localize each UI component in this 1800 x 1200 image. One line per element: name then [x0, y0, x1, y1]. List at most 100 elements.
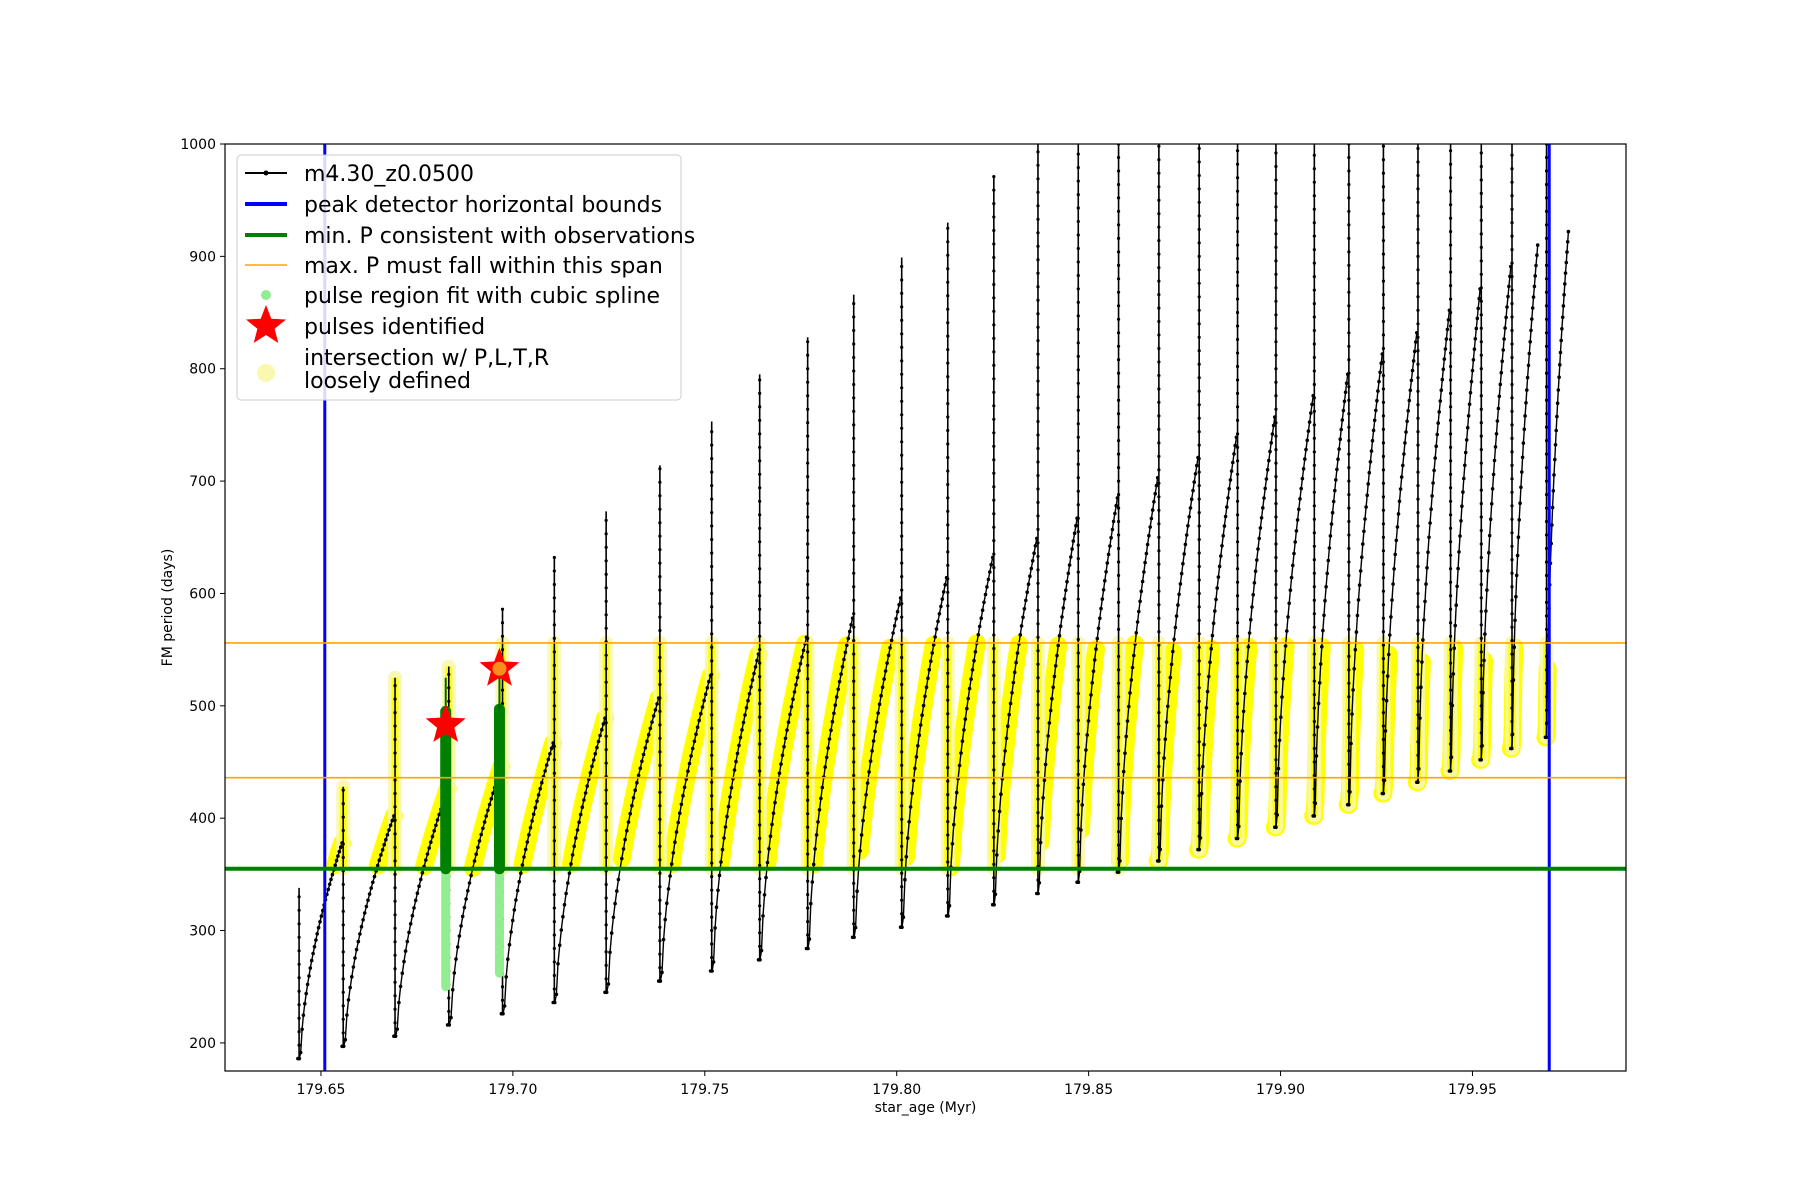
series-point — [303, 1001, 307, 1006]
series-point — [1492, 458, 1497, 463]
series-point — [1381, 589, 1386, 593]
series-point — [1416, 254, 1420, 258]
series-point — [552, 690, 556, 694]
series-point — [892, 624, 897, 628]
series-point — [1442, 357, 1447, 361]
series-point — [1408, 388, 1413, 393]
series-point — [1416, 403, 1420, 407]
series-point — [806, 677, 810, 681]
series-point — [1116, 358, 1121, 362]
series-point — [1354, 630, 1359, 634]
series-point — [783, 736, 788, 741]
series-point — [1318, 662, 1323, 666]
series-point — [1544, 506, 1549, 510]
series-point — [992, 377, 996, 381]
series-point — [1235, 499, 1240, 503]
series-point — [1132, 653, 1136, 658]
series-point — [491, 791, 495, 795]
series-point — [1479, 313, 1483, 317]
series-point — [1274, 771, 1278, 775]
series-point — [1381, 266, 1386, 270]
series-point — [749, 685, 753, 689]
series-point — [601, 722, 606, 726]
series-point — [457, 934, 462, 938]
series-point — [1086, 719, 1091, 723]
series-point — [806, 812, 810, 816]
series-point — [1116, 695, 1121, 699]
series-point — [1479, 286, 1483, 290]
spline-fit-regions — [440, 666, 505, 992]
series-point — [1227, 487, 1231, 491]
series-point — [1249, 617, 1253, 622]
series-point — [1351, 688, 1355, 692]
series-point — [1553, 443, 1558, 447]
series-point — [1197, 308, 1201, 312]
series-point — [1011, 680, 1016, 685]
series-point — [1076, 678, 1080, 682]
series-point — [297, 962, 301, 966]
series-point — [1479, 704, 1483, 708]
series-point — [1448, 162, 1453, 166]
series-point — [552, 744, 556, 748]
series-point — [1036, 379, 1040, 383]
series-point — [1495, 419, 1500, 423]
series-point — [1388, 633, 1392, 637]
series-point — [1157, 522, 1161, 526]
series-point — [1479, 151, 1483, 155]
series-point — [758, 526, 762, 530]
series-point — [1390, 598, 1394, 602]
series-point — [410, 913, 415, 918]
series-point — [1161, 777, 1165, 782]
series-point — [1071, 539, 1076, 543]
series-point — [353, 956, 357, 960]
series-point — [1416, 645, 1420, 650]
series-point — [1381, 427, 1386, 431]
series-point — [852, 598, 856, 602]
series-point — [1157, 185, 1161, 189]
series-point — [1326, 558, 1331, 563]
series-point — [992, 363, 996, 367]
series-point — [1045, 747, 1049, 752]
series-point — [1287, 601, 1291, 606]
series-point — [527, 833, 531, 837]
series-point — [1145, 542, 1150, 547]
series-point — [985, 585, 989, 589]
series-point — [1312, 490, 1316, 494]
series-point — [1038, 840, 1043, 845]
series-point — [397, 1000, 401, 1005]
series-point — [744, 706, 749, 710]
series-point — [604, 963, 608, 968]
series-point — [1381, 414, 1386, 418]
series-point — [758, 675, 762, 679]
series-point — [1347, 371, 1351, 375]
series-point — [946, 361, 950, 365]
series-point — [1314, 754, 1319, 758]
series-point — [820, 785, 825, 790]
series-point — [900, 804, 904, 808]
series-point — [464, 897, 468, 901]
series-point — [305, 982, 310, 987]
series-point — [1274, 785, 1278, 789]
series-point — [1076, 557, 1080, 561]
series-point — [297, 908, 301, 912]
series-point — [1448, 351, 1453, 355]
series-point — [1197, 686, 1201, 690]
series-point — [852, 706, 856, 710]
series-point — [1157, 791, 1161, 796]
series-point — [658, 615, 662, 619]
series-point — [710, 713, 714, 717]
series-point — [341, 842, 345, 846]
series-point — [1566, 229, 1571, 234]
series-point — [1386, 652, 1391, 657]
series-point — [852, 666, 856, 670]
series-point — [1458, 534, 1462, 538]
series-point — [1416, 510, 1420, 515]
series-point — [1076, 570, 1080, 574]
series-point — [1036, 797, 1040, 801]
series-point — [806, 353, 810, 357]
series-point — [1555, 401, 1560, 406]
series-point — [1544, 654, 1549, 659]
series-point — [557, 943, 562, 947]
series-point — [924, 685, 929, 689]
series-point — [1166, 704, 1170, 709]
